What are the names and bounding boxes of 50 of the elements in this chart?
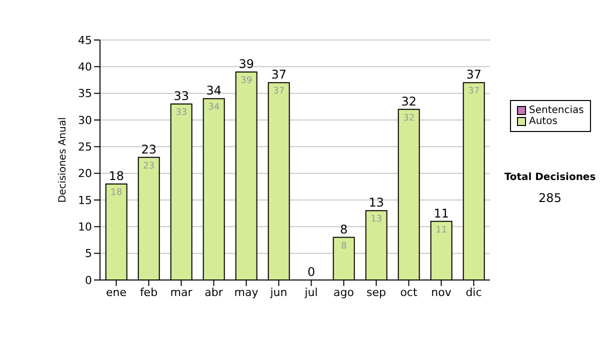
y-tick-label: 25 [78, 140, 92, 154]
total-label: 18 [108, 169, 124, 183]
data-label: 37 [273, 86, 285, 97]
legend-label: Autos [529, 116, 558, 127]
text: 285 [538, 191, 562, 205]
data-label: 18 [110, 188, 122, 198]
data-label: 23 [143, 161, 155, 172]
data-label: 11 [436, 225, 448, 236]
data-label: 37 [468, 86, 480, 97]
total-label: 8 [340, 222, 348, 236]
total-label: 34 [206, 84, 222, 98]
y-tick-label: 40 [78, 60, 92, 74]
x-tick-label: ene [106, 286, 127, 299]
x-tick-label: oct [400, 286, 418, 299]
total-label: 13 [368, 196, 384, 210]
y-tick-label: 20 [78, 167, 92, 180]
total-label: 39 [238, 57, 254, 71]
data-label: 33 [176, 108, 188, 118]
y-tick-label: 15 [78, 194, 92, 207]
y-tick-label: 35 [78, 87, 92, 100]
total-label: 32 [401, 94, 416, 108]
data-label: 13 [370, 214, 382, 225]
text: Total Decisiones [503, 172, 597, 183]
total-label: 0 [308, 265, 316, 279]
data-label: 39 [240, 76, 252, 86]
x-tick-label: dic [466, 286, 482, 299]
total-label: 37 [271, 68, 286, 82]
total-label: 33 [174, 89, 189, 103]
total-label: 11 [434, 206, 449, 220]
y-tick-label: 30 [78, 114, 92, 127]
x-tick-label: mar [170, 286, 193, 299]
data-label: 8 [340, 241, 347, 252]
x-tick-label: may [234, 286, 259, 299]
y-tick-label: 10 [78, 220, 92, 234]
x-tick-label: jun [269, 286, 288, 299]
y-tick-label: 0 [85, 274, 92, 287]
x-tick-label: ago [334, 286, 354, 299]
x-tick-label: jul [304, 286, 318, 299]
x-tick-label: nov [431, 286, 452, 299]
total-label: 23 [141, 142, 156, 156]
y-tick-label: 5 [85, 247, 92, 260]
x-tick-label: sep [366, 286, 386, 299]
x-tick-label: abr [204, 286, 224, 299]
y-tick-label: 45 [78, 34, 92, 47]
total-label: 37 [466, 68, 482, 82]
data-label: 34 [208, 102, 220, 113]
legend-label: Sentencias [529, 105, 584, 116]
x-tick-label: feb [140, 286, 158, 299]
data-label: 32 [403, 113, 415, 124]
y-axis-title: Decisiones Anual [58, 117, 69, 203]
